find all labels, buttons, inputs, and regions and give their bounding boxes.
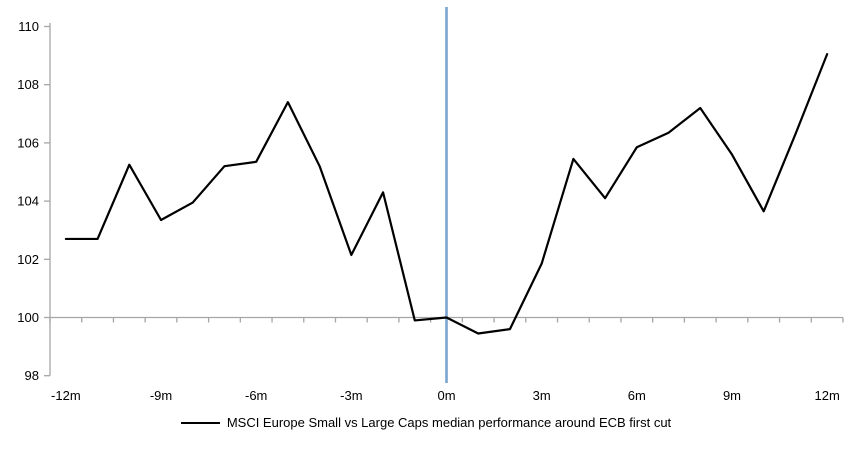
y-axis-label: 104 [17, 194, 39, 209]
x-axis-label: -3m [340, 388, 362, 403]
y-axis-label: 108 [17, 77, 39, 92]
y-axis-label: 110 [18, 19, 39, 34]
y-axis-label: 102 [17, 252, 39, 267]
x-axis-label: 6m [628, 388, 646, 403]
x-axis-label: 12m [814, 388, 839, 403]
x-axis-label: 3m [533, 388, 551, 403]
legend: MSCI Europe Small vs Large Caps median p… [0, 415, 852, 430]
y-axis-label: 100 [17, 310, 39, 325]
x-axis-label: -12m [51, 388, 81, 403]
legend-line-sample-icon [180, 421, 220, 424]
x-axis-label: -9m [150, 388, 172, 403]
y-axis-label: 106 [17, 135, 39, 150]
line-chart-canvas: 110 108 106 104 102 100 98 -12m -9m -6m -3m 0m 3m 6m 9… [17, 7, 844, 403]
legend-label: MSCI Europe Small vs Large Caps median p… [226, 415, 672, 430]
series-line [64, 53, 829, 335]
x-axis-label: 9m [723, 388, 741, 403]
x-axis-label: 0m [437, 388, 455, 403]
y-axis-label: 98 [25, 368, 39, 383]
x-axis-label: -6m [245, 388, 267, 403]
